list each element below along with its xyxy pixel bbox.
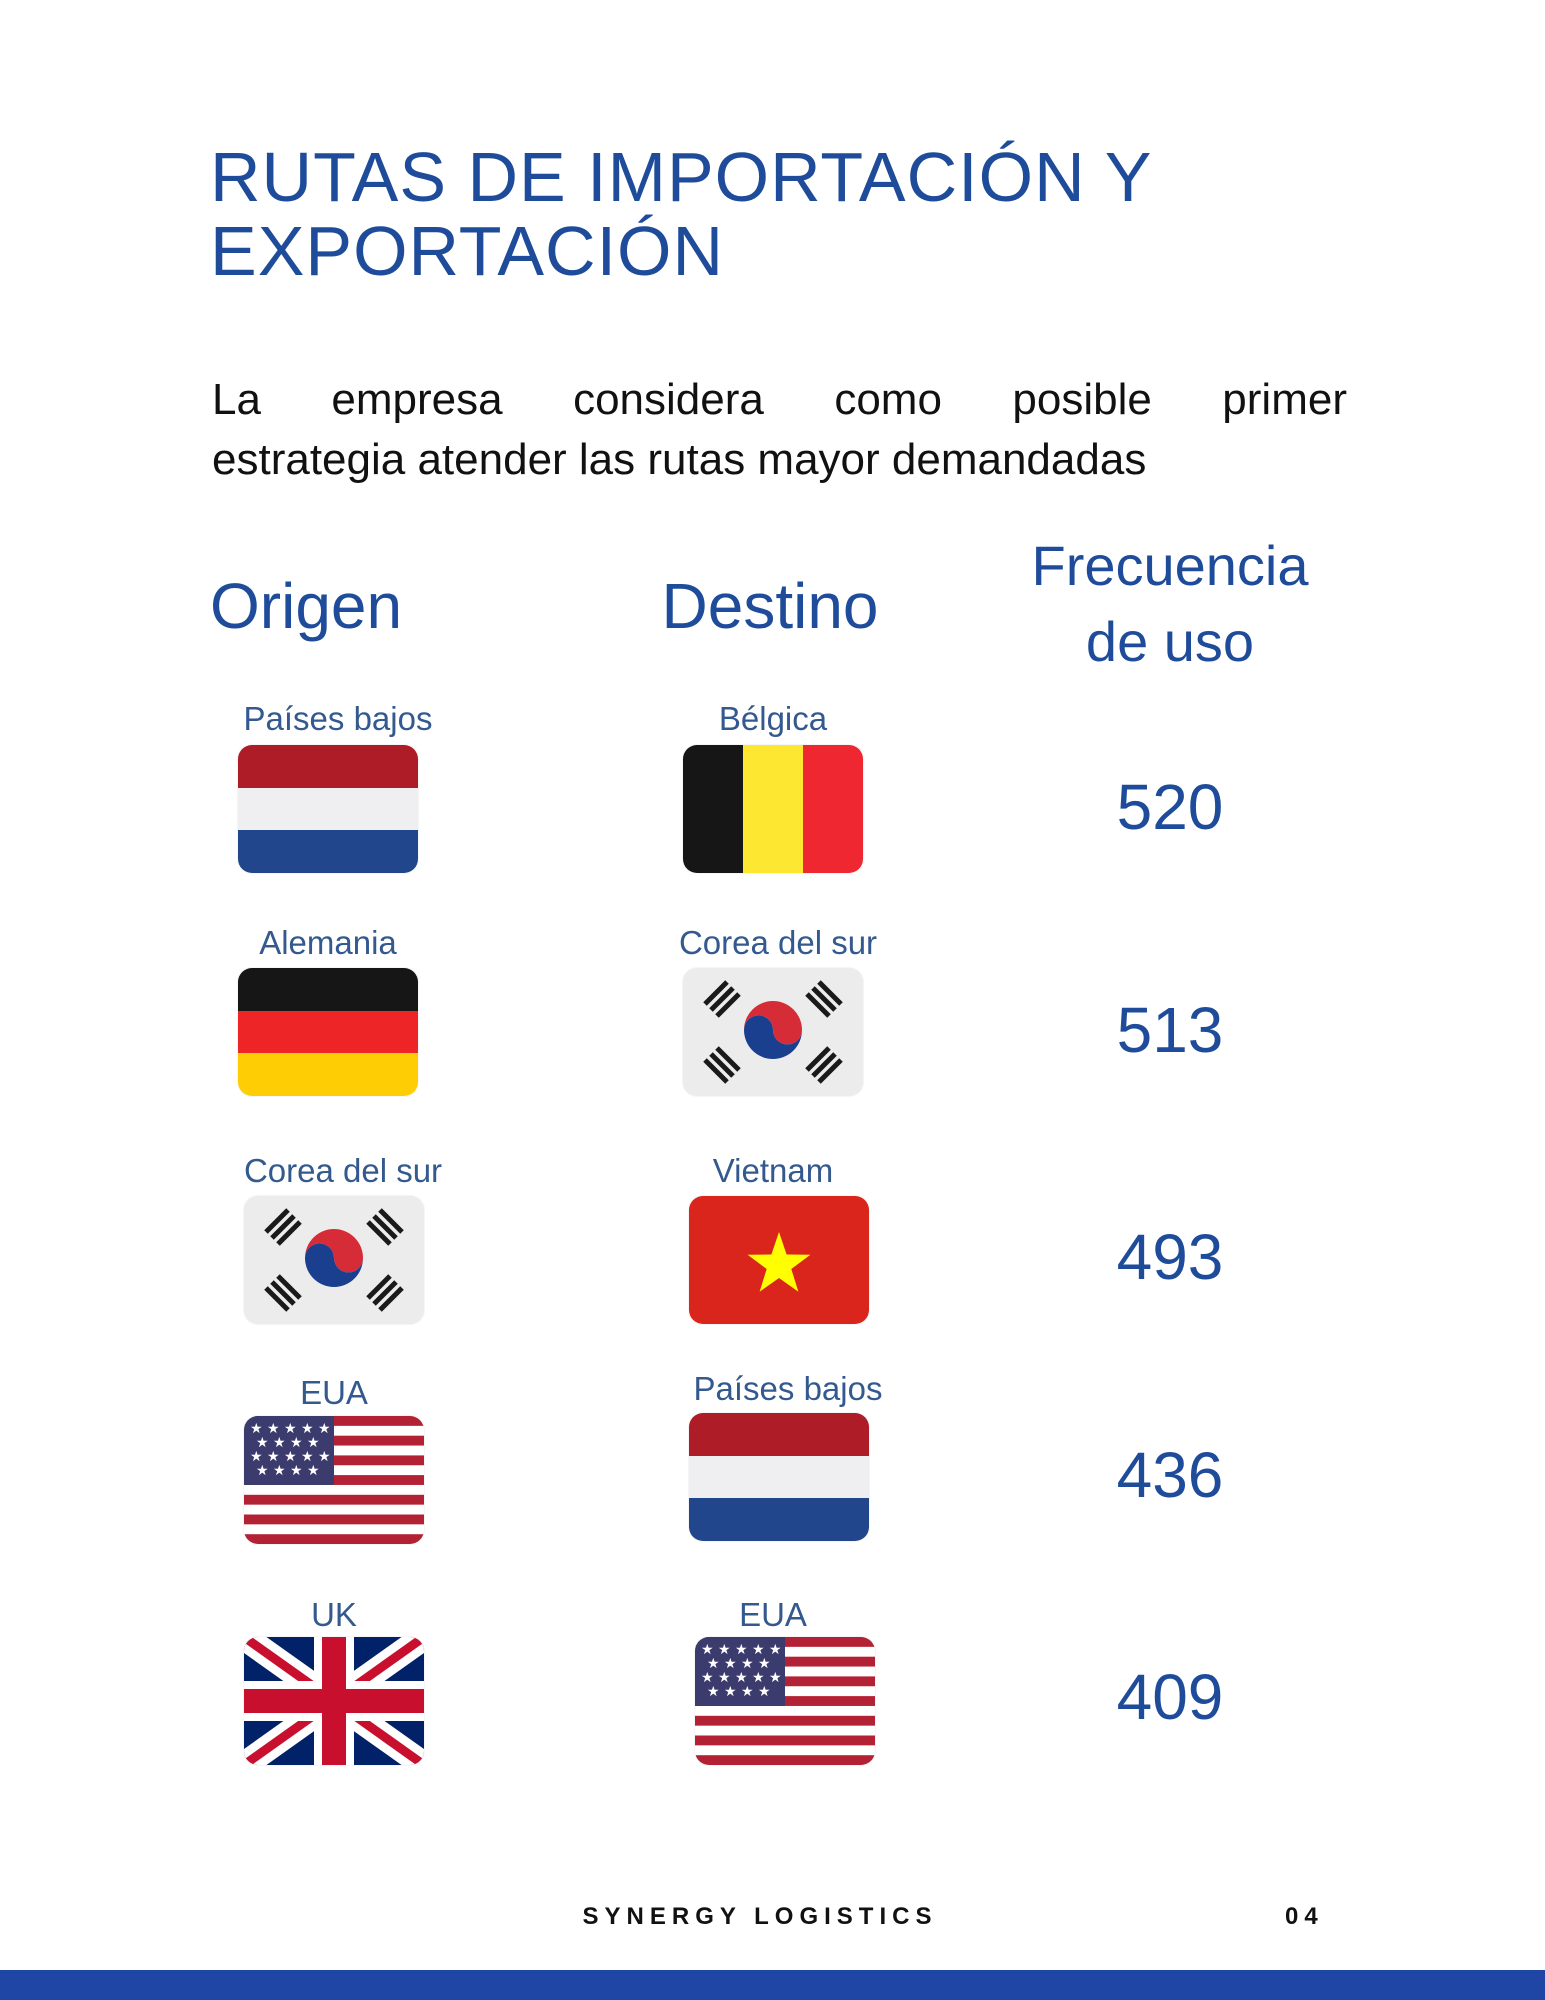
origin-label: Corea del sur <box>243 1152 443 1189</box>
frequency-header-line-1: Frecuencia <box>1031 534 1309 597</box>
svg-text:★ ★ ★ ★: ★ ★ ★ ★ <box>707 1684 771 1700</box>
intro-line-1: La empresa considera como posible primer <box>212 370 1347 430</box>
netherlands-flag-icon <box>689 1413 869 1541</box>
svg-text:★ ★ ★ ★ ★: ★ ★ ★ ★ ★ <box>250 1449 331 1465</box>
svg-text:★ ★ ★ ★: ★ ★ ★ ★ <box>256 1463 320 1479</box>
uk-flag-icon <box>244 1637 424 1765</box>
page-number: 04 <box>1285 1903 1324 1930</box>
intro-word: considera <box>573 375 764 424</box>
netherlands-flag-icon <box>238 745 418 873</box>
intro-paragraph: La empresa considera como posible primer… <box>212 370 1347 490</box>
usa-flag-icon: ★ ★ ★ ★ ★ ★ ★ ★ ★ ★ ★ ★ ★ ★ ★ ★ ★ ★ <box>244 1416 424 1544</box>
origin-label: Alemania <box>259 924 397 961</box>
footer-bar <box>0 1970 1545 2000</box>
frequency-header-line-2: de uso <box>1085 610 1255 673</box>
intro-line-2: estrategia atender las rutas mayor deman… <box>212 435 1147 484</box>
vietnam-flag-icon <box>689 1196 869 1324</box>
title-line-2: EXPORTACIÓN <box>210 212 725 290</box>
intro-word: como <box>834 375 942 424</box>
page-title: RUTAS DE IMPORTACIÓN Y EXPORTACIÓN <box>210 140 1210 288</box>
destination-label: Vietnam <box>712 1152 834 1189</box>
origin-label: Países bajos <box>243 700 433 737</box>
germany-flag-icon <box>238 968 418 1096</box>
origin-label: UK <box>311 1596 357 1633</box>
title-line-1: RUTAS DE IMPORTACIÓN Y <box>210 138 1153 216</box>
destination-label: Bélgica <box>718 700 828 737</box>
intro-word: empresa <box>331 375 503 424</box>
belgium-flag-icon <box>683 745 863 873</box>
svg-text:★ ★ ★ ★: ★ ★ ★ ★ <box>256 1435 320 1451</box>
origin-header: Origen <box>210 570 403 642</box>
frequency-header: Frecuencia de uso <box>1010 528 1330 680</box>
frequency-value: 409 <box>1116 1661 1224 1733</box>
south-korea-flag-icon <box>683 968 863 1096</box>
frequency-value: 493 <box>1116 1221 1224 1293</box>
svg-text:★ ★ ★ ★ ★: ★ ★ ★ ★ ★ <box>701 1642 782 1658</box>
svg-text:★ ★ ★ ★: ★ ★ ★ ★ <box>707 1656 771 1672</box>
frequency-value: 513 <box>1116 994 1224 1066</box>
footer-brand: SYNERGY LOGISTICS <box>582 1903 938 1930</box>
destination-label: Corea del sur <box>678 924 878 961</box>
origin-label: EUA <box>300 1374 368 1411</box>
south-korea-flag-icon <box>244 1196 424 1324</box>
svg-text:★ ★ ★ ★ ★: ★ ★ ★ ★ ★ <box>250 1421 331 1437</box>
usa-flag-icon: ★ ★ ★ ★ ★ ★ ★ ★ ★ ★ ★ ★ ★ ★ ★ ★ ★ ★ <box>695 1637 875 1765</box>
intro-word: La <box>212 375 261 424</box>
frequency-value: 520 <box>1116 771 1224 843</box>
svg-text:★ ★ ★ ★ ★: ★ ★ ★ ★ ★ <box>701 1670 782 1686</box>
destination-label: Países bajos <box>693 1370 883 1407</box>
destination-label: EUA <box>739 1596 807 1633</box>
frequency-value: 436 <box>1116 1439 1224 1511</box>
destination-header: Destino <box>661 570 879 642</box>
intro-word: posible <box>1012 375 1152 424</box>
intro-word: primer <box>1222 375 1347 424</box>
